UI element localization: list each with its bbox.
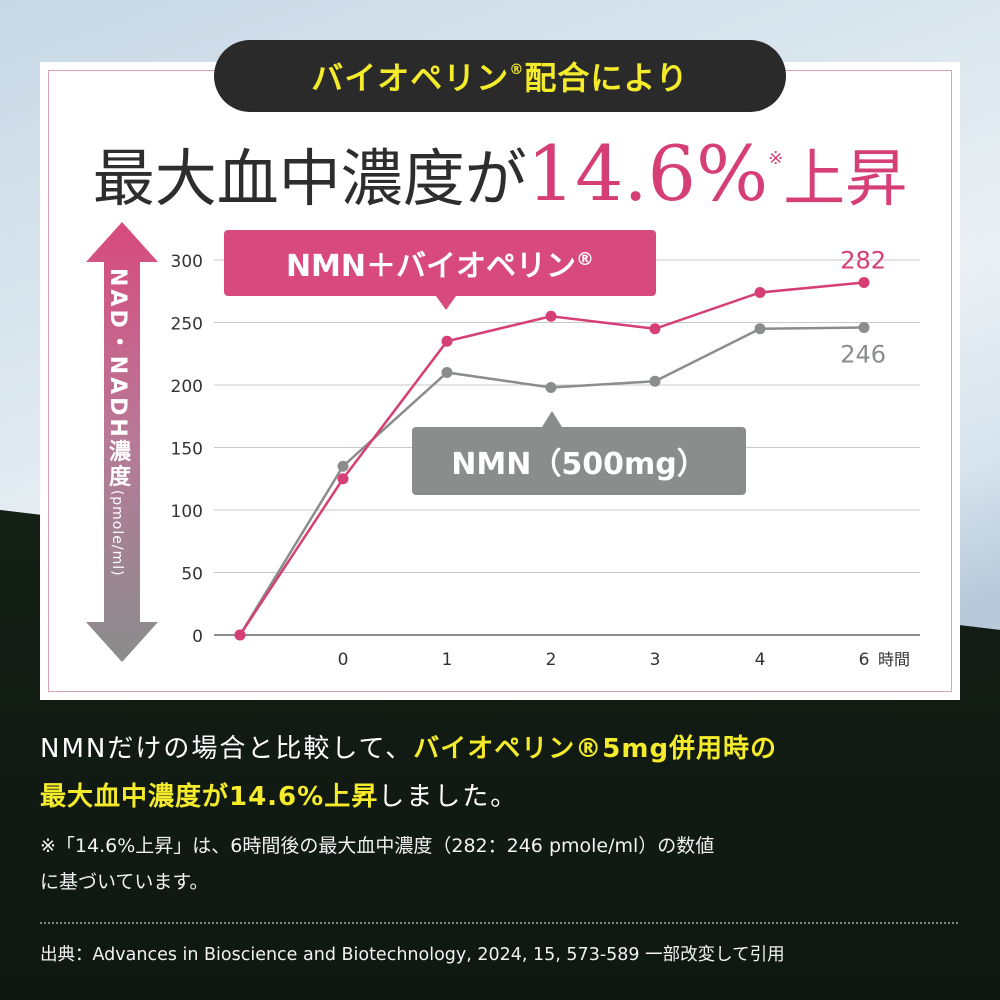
top-pill-banner: バイオペリン ® 配合により xyxy=(214,40,786,112)
data-point xyxy=(754,287,766,298)
body-line-2-highlight: 最大血中濃度が14.6%上昇 xyxy=(40,782,379,812)
series-registered-mark: ® xyxy=(576,248,595,270)
data-point xyxy=(337,460,349,472)
data-point xyxy=(441,367,453,378)
y-tick-label: 150 xyxy=(171,440,203,460)
dotted-divider xyxy=(40,922,958,924)
x-tick-label: 3 xyxy=(650,650,661,670)
series-name-nmn: NMN（500mg） xyxy=(451,447,707,482)
pill-text: バイオペリン xyxy=(311,59,510,97)
data-point xyxy=(234,629,246,641)
headline-note-mark: ※ xyxy=(768,148,784,169)
x-tick-label: 6 xyxy=(859,650,870,670)
data-point xyxy=(545,382,557,393)
y-axis-arrow xyxy=(86,222,158,662)
y-tick-label: 50 xyxy=(181,565,203,585)
footnote-line-2: に基づいています。 xyxy=(40,871,209,893)
series-callout-nmn: NMN（500mg） xyxy=(412,411,746,495)
body-line-1: NMNだけの場合と比較して、バイオペリン®5mg併用時の xyxy=(40,725,970,773)
footnote-line-1: ※「14.6%上昇」は、6時間後の最大血中濃度（282：246 pmole/ml… xyxy=(40,835,715,857)
y-tick-label: 100 xyxy=(171,502,203,522)
x-tick-label: 1 xyxy=(442,650,453,670)
end-value-label: 282 xyxy=(840,247,886,275)
headline-value: 14.6% xyxy=(526,129,769,218)
x-tick-label: 0 xyxy=(338,650,349,670)
pill-registered-mark: ® xyxy=(509,62,525,78)
data-point xyxy=(441,335,453,347)
x-tick-label: 2 xyxy=(546,650,557,670)
headline-main: 最大血中濃度が xyxy=(92,142,527,215)
y-axis-label-main: NAD・NADH濃度 xyxy=(105,268,130,490)
y-tick-label: 300 xyxy=(171,252,203,272)
data-point xyxy=(858,277,870,288)
body-line-1-plain: NMNだけの場合と比較して、 xyxy=(40,734,414,764)
x-axis-unit: 時間 xyxy=(878,650,910,669)
data-point xyxy=(649,323,661,335)
source-citation: 出典：Advances in Bioscience and Biotechnol… xyxy=(40,945,785,965)
data-point xyxy=(754,323,766,335)
series-callout-nmn-bioperine: NMN＋バイオペリン ® xyxy=(224,230,656,310)
body-line-2-plain: しました。 xyxy=(378,782,519,812)
body-text: NMNだけの場合と比較して、バイオペリン®5mg併用時の 最大血中濃度が14.6… xyxy=(40,725,970,821)
y-axis-label: NAD・NADH濃度(pmole/ml) xyxy=(97,268,133,618)
end-value-label: 246 xyxy=(840,341,886,369)
data-point xyxy=(649,375,661,387)
y-axis-label-unit: (pmole/ml) xyxy=(109,489,125,577)
x-tick-label: 4 xyxy=(755,650,766,670)
footnote: ※「14.6%上昇」は、6時間後の最大血中濃度（282：246 pmole/ml… xyxy=(40,828,970,900)
pill-suffix: 配合により xyxy=(524,59,689,97)
data-point xyxy=(858,322,870,333)
body-line-2: 最大血中濃度が14.6%上昇しました。 xyxy=(40,773,970,821)
y-tick-label: 250 xyxy=(171,315,203,335)
headline-tail: 上昇 xyxy=(783,142,908,215)
series-name-nmn-bioperine: NMN＋バイオペリン xyxy=(285,249,577,284)
y-tick-label: 200 xyxy=(171,377,203,397)
headline: 最大血中濃度が14.6%※上昇 xyxy=(0,128,1000,218)
data-point xyxy=(337,473,349,485)
data-point xyxy=(545,310,557,322)
body-line-1-highlight: バイオペリン®5mg併用時の xyxy=(413,734,778,764)
y-tick-label: 0 xyxy=(192,627,203,647)
